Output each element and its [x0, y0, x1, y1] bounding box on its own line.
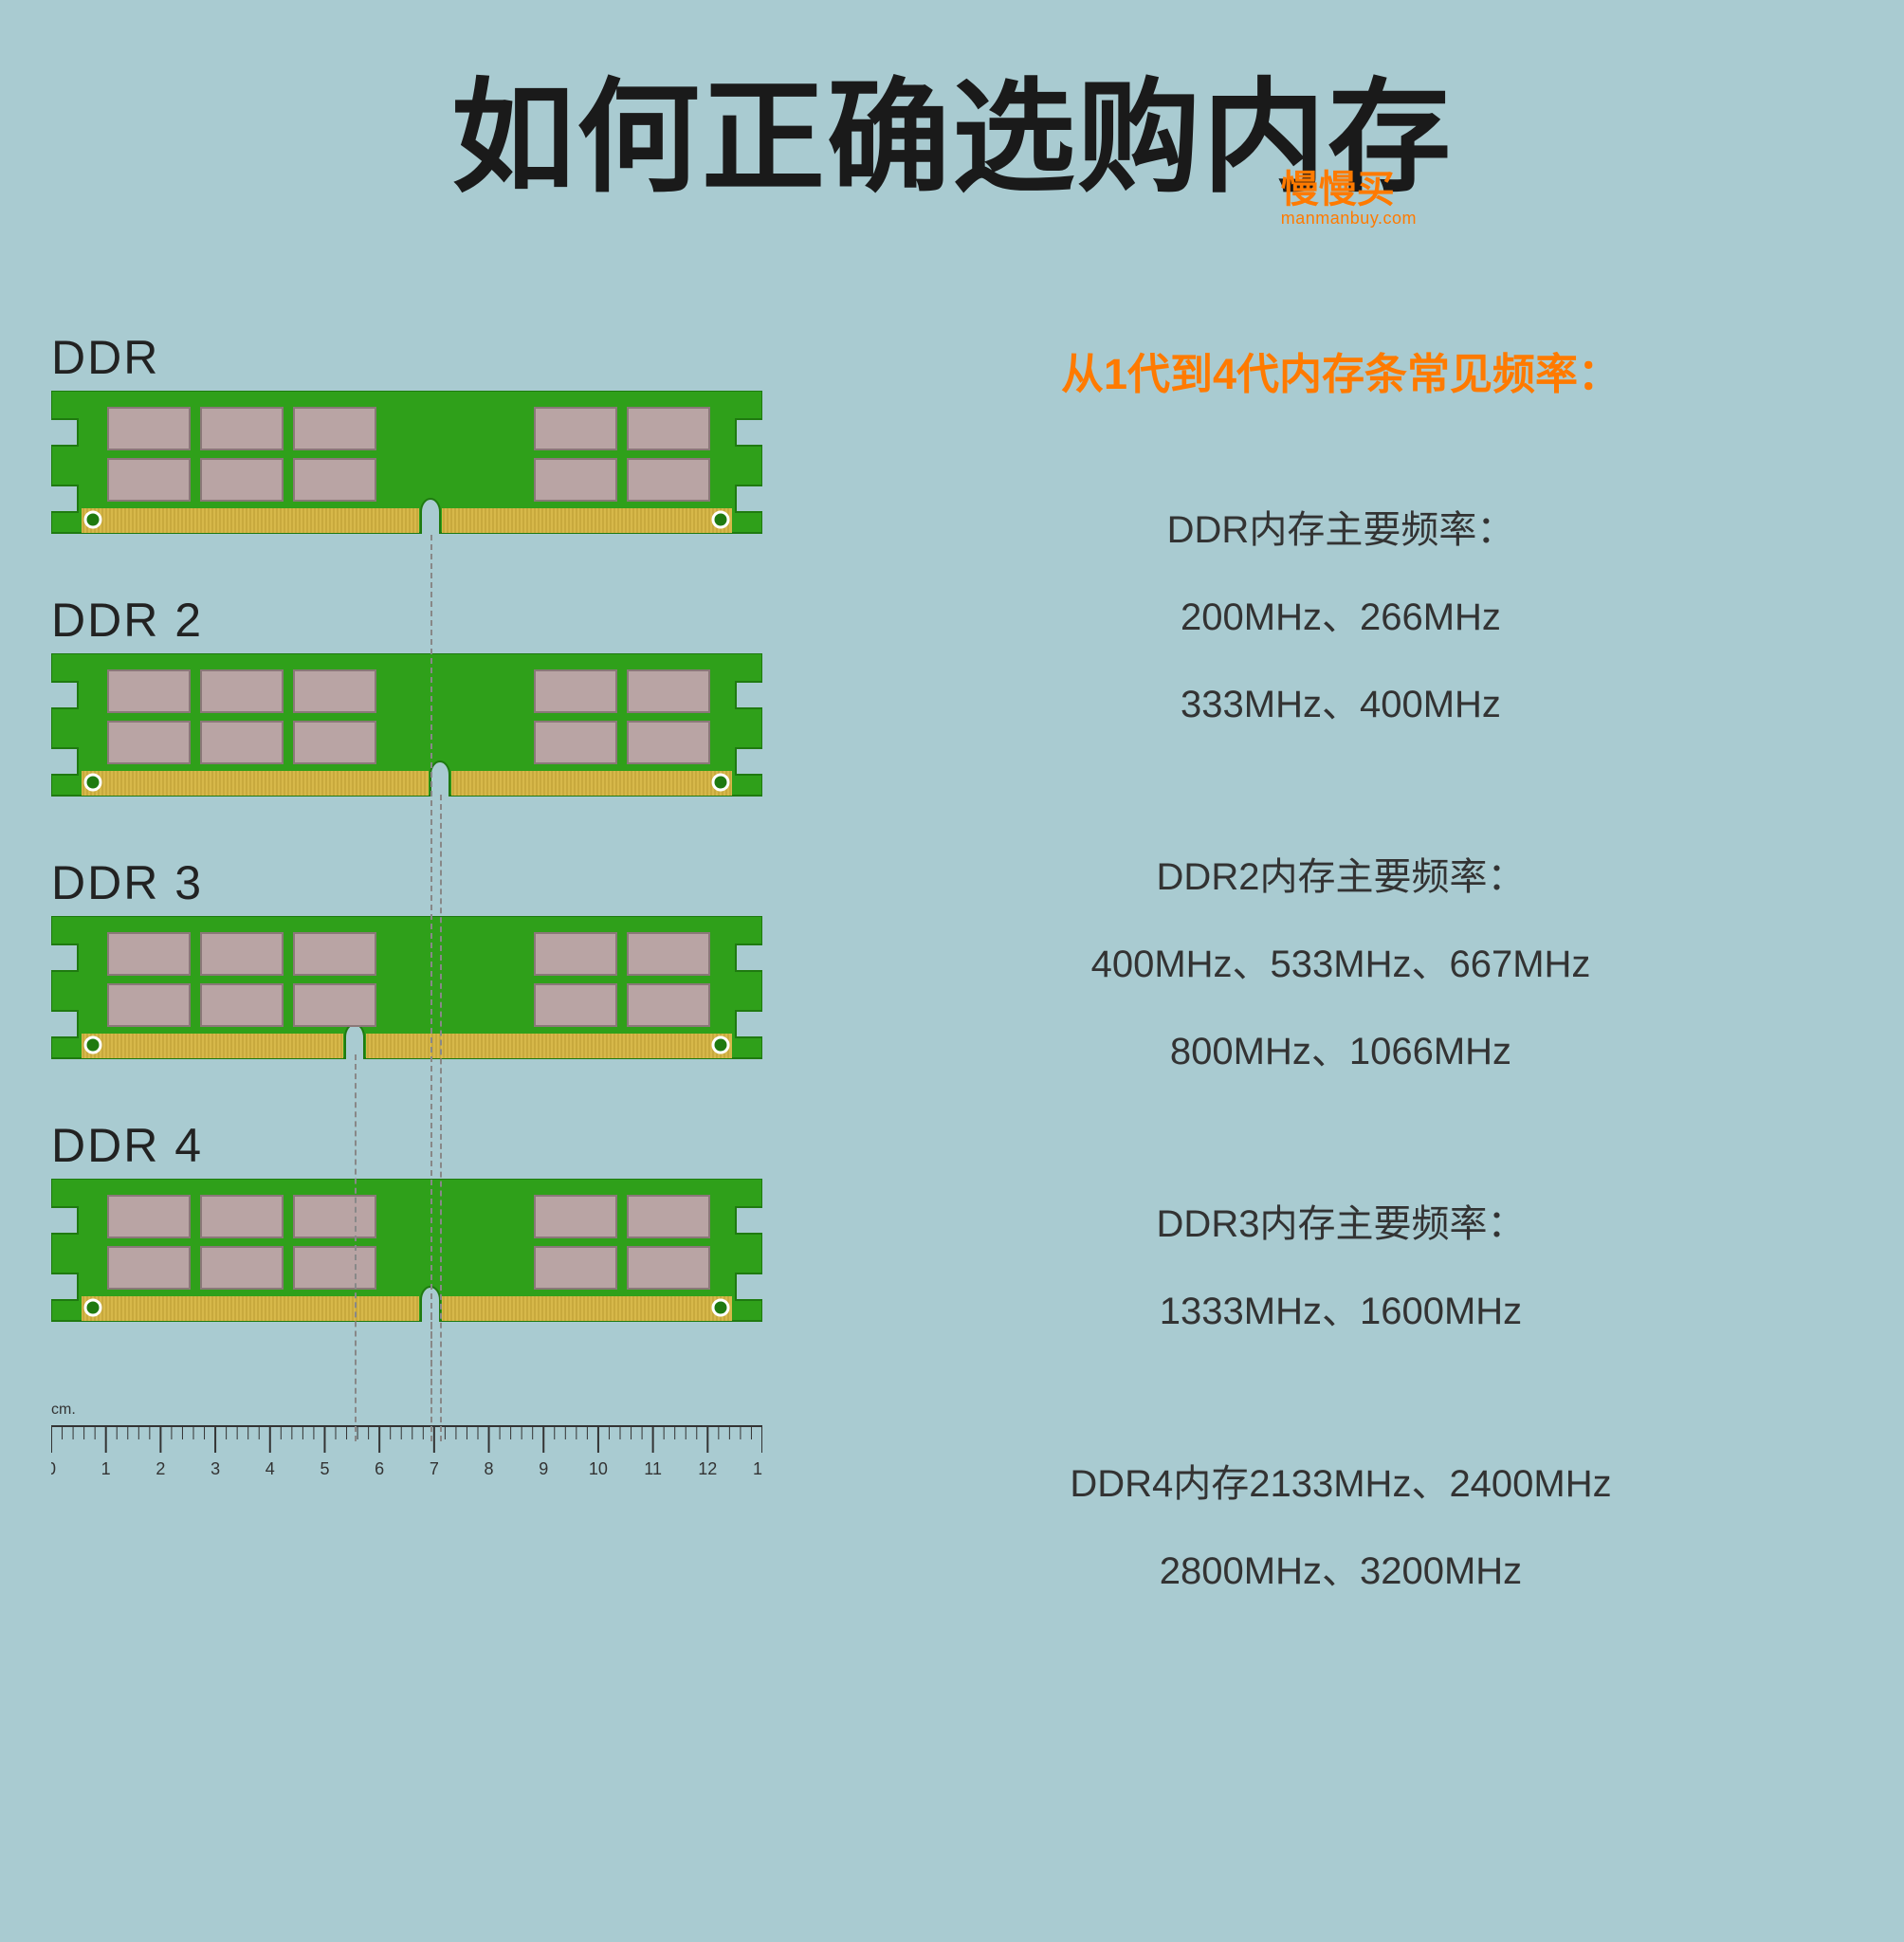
svg-text:3: 3 [211, 1459, 220, 1478]
ram-module-block: DDR [51, 330, 772, 566]
svg-text:5: 5 [320, 1459, 329, 1478]
frequency-line: DDR2内存主要频率： [829, 834, 1853, 921]
svg-text:6: 6 [375, 1459, 384, 1478]
frequency-column: 从1代到4代内存条常见频率： DDR内存主要频率：200MHz、266MHz33… [829, 330, 1853, 1700]
notch-guide-line [430, 1314, 432, 1441]
svg-text:12: 12 [698, 1459, 717, 1478]
ram-diagram-column: DDRDDR 2DDR 3DDR 4cm.012345678910111213 [51, 330, 772, 1515]
ram-module-label: DDR 4 [51, 1118, 772, 1173]
frequency-line: DDR内存主要频率： [829, 486, 1853, 574]
ruler-icon: 012345678910111213 [51, 1422, 762, 1498]
svg-text:11: 11 [644, 1459, 662, 1478]
ram-module-icon [51, 391, 762, 561]
frequency-line: 400MHz、533MHz、667MHz [829, 921, 1853, 1008]
ram-module-block: DDR 2 [51, 593, 772, 829]
frequency-heading: 从1代到4代内存条常见频率： [829, 339, 1853, 401]
frequency-group: DDR内存主要频率：200MHz、266MHz333MHz、400MHz [829, 486, 1853, 748]
ram-module-label: DDR [51, 330, 772, 385]
frequency-group: DDR3内存主要频率：1333MHz、1600MHz [829, 1181, 1853, 1355]
ruler-label: cm. [51, 1402, 76, 1419]
frequency-group: DDR4内存2133MHz、2400MHz2800MHz、3200MHz [829, 1440, 1853, 1615]
frequency-line: 800MHz、1066MHz [829, 1008, 1853, 1095]
ruler: cm.012345678910111213 [51, 1402, 772, 1515]
brand-cn: 慢慢买 [1281, 171, 1417, 209]
svg-text:9: 9 [539, 1459, 548, 1478]
svg-text:4: 4 [265, 1459, 275, 1478]
ram-module-label: DDR 3 [51, 855, 772, 910]
brand-watermark: 慢慢买 manmanbuy.com [1281, 171, 1417, 229]
ram-module-icon [51, 1179, 762, 1349]
svg-text:1: 1 [101, 1459, 111, 1478]
ram-module-block: DDR 4 [51, 1118, 772, 1354]
frequency-line: DDR4内存2133MHz、2400MHz [829, 1440, 1853, 1528]
frequency-group: DDR2内存主要频率：400MHz、533MHz、667MHz800MHz、10… [829, 834, 1853, 1095]
frequency-line: 200MHz、266MHz [829, 574, 1853, 661]
frequency-line: 2800MHz、3200MHz [829, 1528, 1853, 1615]
ram-module-icon [51, 653, 762, 824]
svg-text:7: 7 [430, 1459, 439, 1478]
ram-module-label: DDR 2 [51, 593, 772, 648]
notch-guide-line [440, 795, 442, 1441]
svg-text:10: 10 [589, 1459, 608, 1478]
frequency-line: 1333MHz、1600MHz [829, 1268, 1853, 1355]
ram-module-icon [51, 916, 762, 1087]
frequency-line: DDR3内存主要频率： [829, 1181, 1853, 1268]
notch-guide-line [355, 1054, 357, 1441]
brand-en: manmanbuy.com [1281, 209, 1417, 229]
frequency-line: 333MHz、400MHz [829, 661, 1853, 748]
svg-text:0: 0 [51, 1459, 56, 1478]
svg-text:13: 13 [753, 1459, 762, 1478]
svg-text:8: 8 [485, 1459, 494, 1478]
ram-module-block: DDR 3 [51, 855, 772, 1091]
svg-text:2: 2 [156, 1459, 165, 1478]
notch-guide-line [430, 535, 432, 1441]
